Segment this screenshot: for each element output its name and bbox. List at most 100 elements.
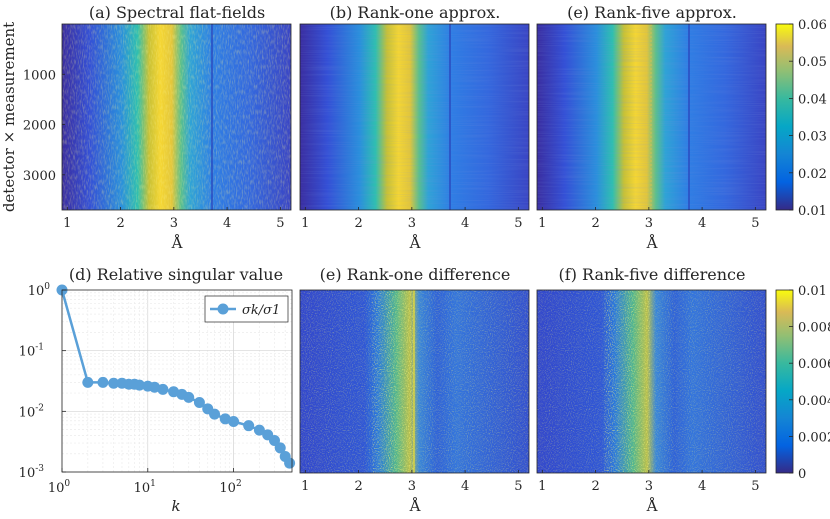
panel-d-y-axis: 100 10-1 10-2 10-3 (19, 282, 66, 481)
panel-b-frame (299, 23, 530, 211)
x-tick-label: 1 (63, 216, 71, 231)
x-tick-label: 102 (219, 479, 241, 496)
panel-d-xlabel: k (171, 497, 180, 515)
data-point (219, 413, 231, 425)
data-point (284, 457, 296, 469)
panel-e-hot-band (372, 290, 414, 473)
panel-e-title: (e) Rank-one difference (320, 265, 511, 284)
panel-d-frame (61, 289, 293, 473)
x-tick-label: 5 (276, 216, 284, 231)
x-tick-label: 4 (461, 216, 469, 231)
panel-d-title: (d) Relative singular value (69, 265, 283, 284)
panel-a-y-axis: 1000 2000 3000 (23, 68, 65, 184)
data-point (82, 376, 94, 388)
colorbar-bottom: 0.01 0.008 0.006 0.004 0.002 0 (775, 284, 830, 482)
panel-b-title: (b) Rank-one approx. (330, 3, 501, 22)
data-point (274, 442, 286, 454)
x-tick-label: 4 (698, 216, 706, 231)
colorbar-top-ticks: 0.06 0.05 0.04 0.03 0.02 0.01 (789, 18, 827, 219)
panel-f-x-axis: 1 2 3 4 5 (538, 470, 759, 494)
colorbar-tick-label: 0.01 (798, 204, 827, 219)
colorbar-tick-label: 0.04 (798, 92, 827, 107)
x-tick-label: 3 (645, 479, 653, 494)
colorbar-tick-label: 0 (798, 467, 806, 482)
x-tick-label: 2 (116, 216, 124, 231)
x-tick-label: 5 (514, 479, 522, 494)
panel-c-x-axis: 1 2 3 4 5 (538, 207, 759, 231)
data-point (228, 415, 240, 427)
x-tick-label: 2 (354, 216, 362, 231)
panel-a-frame (61, 23, 292, 211)
panel-f-noise (537, 290, 766, 473)
data-point (108, 377, 120, 389)
panel-a-ylabel: detector × measurement (0, 22, 18, 212)
data-point (193, 396, 205, 408)
x-tick-label: 3 (408, 479, 416, 494)
colorbar-tick-label: 0.006 (798, 357, 830, 372)
x-tick-label: 3 (645, 216, 653, 231)
y-tick-label: 2000 (23, 119, 56, 134)
panel-f-xlabel: Å (646, 497, 658, 515)
panel-f-hot-band (604, 290, 650, 473)
y-tick-label: 3000 (23, 169, 56, 184)
panel-c-title: (e) Rank-five approx. (567, 3, 737, 22)
colorbar-top: 0.06 0.05 0.04 0.03 0.02 0.01 (775, 18, 827, 219)
panel-d-legend: σk/σ1 (204, 295, 289, 323)
panel-e-xlabel: Å (409, 497, 421, 515)
panel-c-frame (536, 23, 767, 211)
data-point (149, 381, 161, 393)
colorbar-top-gradient (775, 23, 794, 211)
x-tick-label: 101 (134, 479, 156, 496)
panel-a: (a) Spectral flat-fields 1 2 3 4 5 1000 2000 3… (0, 3, 292, 252)
panel-e-frame (299, 289, 530, 474)
colorbar-bottom-gradient (775, 289, 794, 474)
data-point (243, 420, 255, 432)
panel-b-stripes (300, 24, 529, 210)
colorbar-tick-label: 0.05 (798, 55, 827, 70)
x-tick-label: 1 (538, 216, 546, 231)
panel-f-frame (536, 289, 767, 474)
colorbar-tick-label: 0.008 (798, 321, 830, 336)
data-point (253, 424, 265, 436)
y-tick-label: 10-3 (19, 464, 45, 481)
x-tick-label: 100 (48, 479, 71, 496)
colorbar-bottom-ticks: 0.01 0.008 0.006 0.004 0.002 0 (789, 284, 830, 482)
panel-a-x-axis: 1 2 3 4 5 (63, 207, 284, 231)
legend-label: σk/σ1 (242, 303, 280, 318)
x-tick-label: 3 (408, 216, 416, 231)
x-tick-label: 2 (354, 479, 362, 494)
panel-d: (d) Relative singular value 100 101 102 10… (19, 265, 296, 515)
x-tick-label: 4 (698, 479, 706, 494)
panel-e: (e) Rank-one difference 1 2 3 4 5 Å (299, 265, 530, 515)
x-tick-label: 3 (170, 216, 178, 231)
panel-b-x-axis: 1 2 3 4 5 (301, 207, 522, 231)
panel-e-x-axis: 1 2 3 4 5 (301, 470, 522, 494)
colorbar-tick-label: 0.02 (798, 167, 827, 182)
x-tick-label: 5 (751, 479, 759, 494)
x-tick-label: 2 (591, 216, 599, 231)
colorbar-tick-label: 0.01 (798, 284, 827, 299)
panel-a-xlabel: Å (171, 234, 183, 252)
colorbar-tick-label: 0.004 (798, 394, 830, 409)
data-point (168, 386, 180, 398)
x-tick-label: 2 (591, 479, 599, 494)
x-tick-label: 5 (514, 216, 522, 231)
data-point (133, 379, 145, 391)
colorbar-tick-label: 0.06 (798, 18, 827, 33)
x-tick-label: 1 (301, 479, 309, 494)
colorbar-tick-label: 0.002 (798, 430, 830, 445)
y-tick-label: 1000 (23, 68, 56, 83)
data-point (157, 383, 169, 395)
x-tick-label: 4 (461, 479, 469, 494)
panel-c-xlabel: Å (646, 234, 658, 252)
y-tick-label: 10-1 (19, 343, 44, 360)
x-tick-label: 1 (301, 216, 309, 231)
data-point (97, 376, 109, 388)
data-point (209, 408, 221, 420)
panel-a-title: (a) Spectral flat-fields (89, 3, 265, 22)
x-tick-label: 1 (538, 479, 546, 494)
panel-f-title: (f) Rank-five difference (559, 265, 746, 284)
panel-b: (b) Rank-one approx. 1 2 3 4 5 Å (299, 3, 530, 252)
legend-marker (217, 303, 229, 315)
